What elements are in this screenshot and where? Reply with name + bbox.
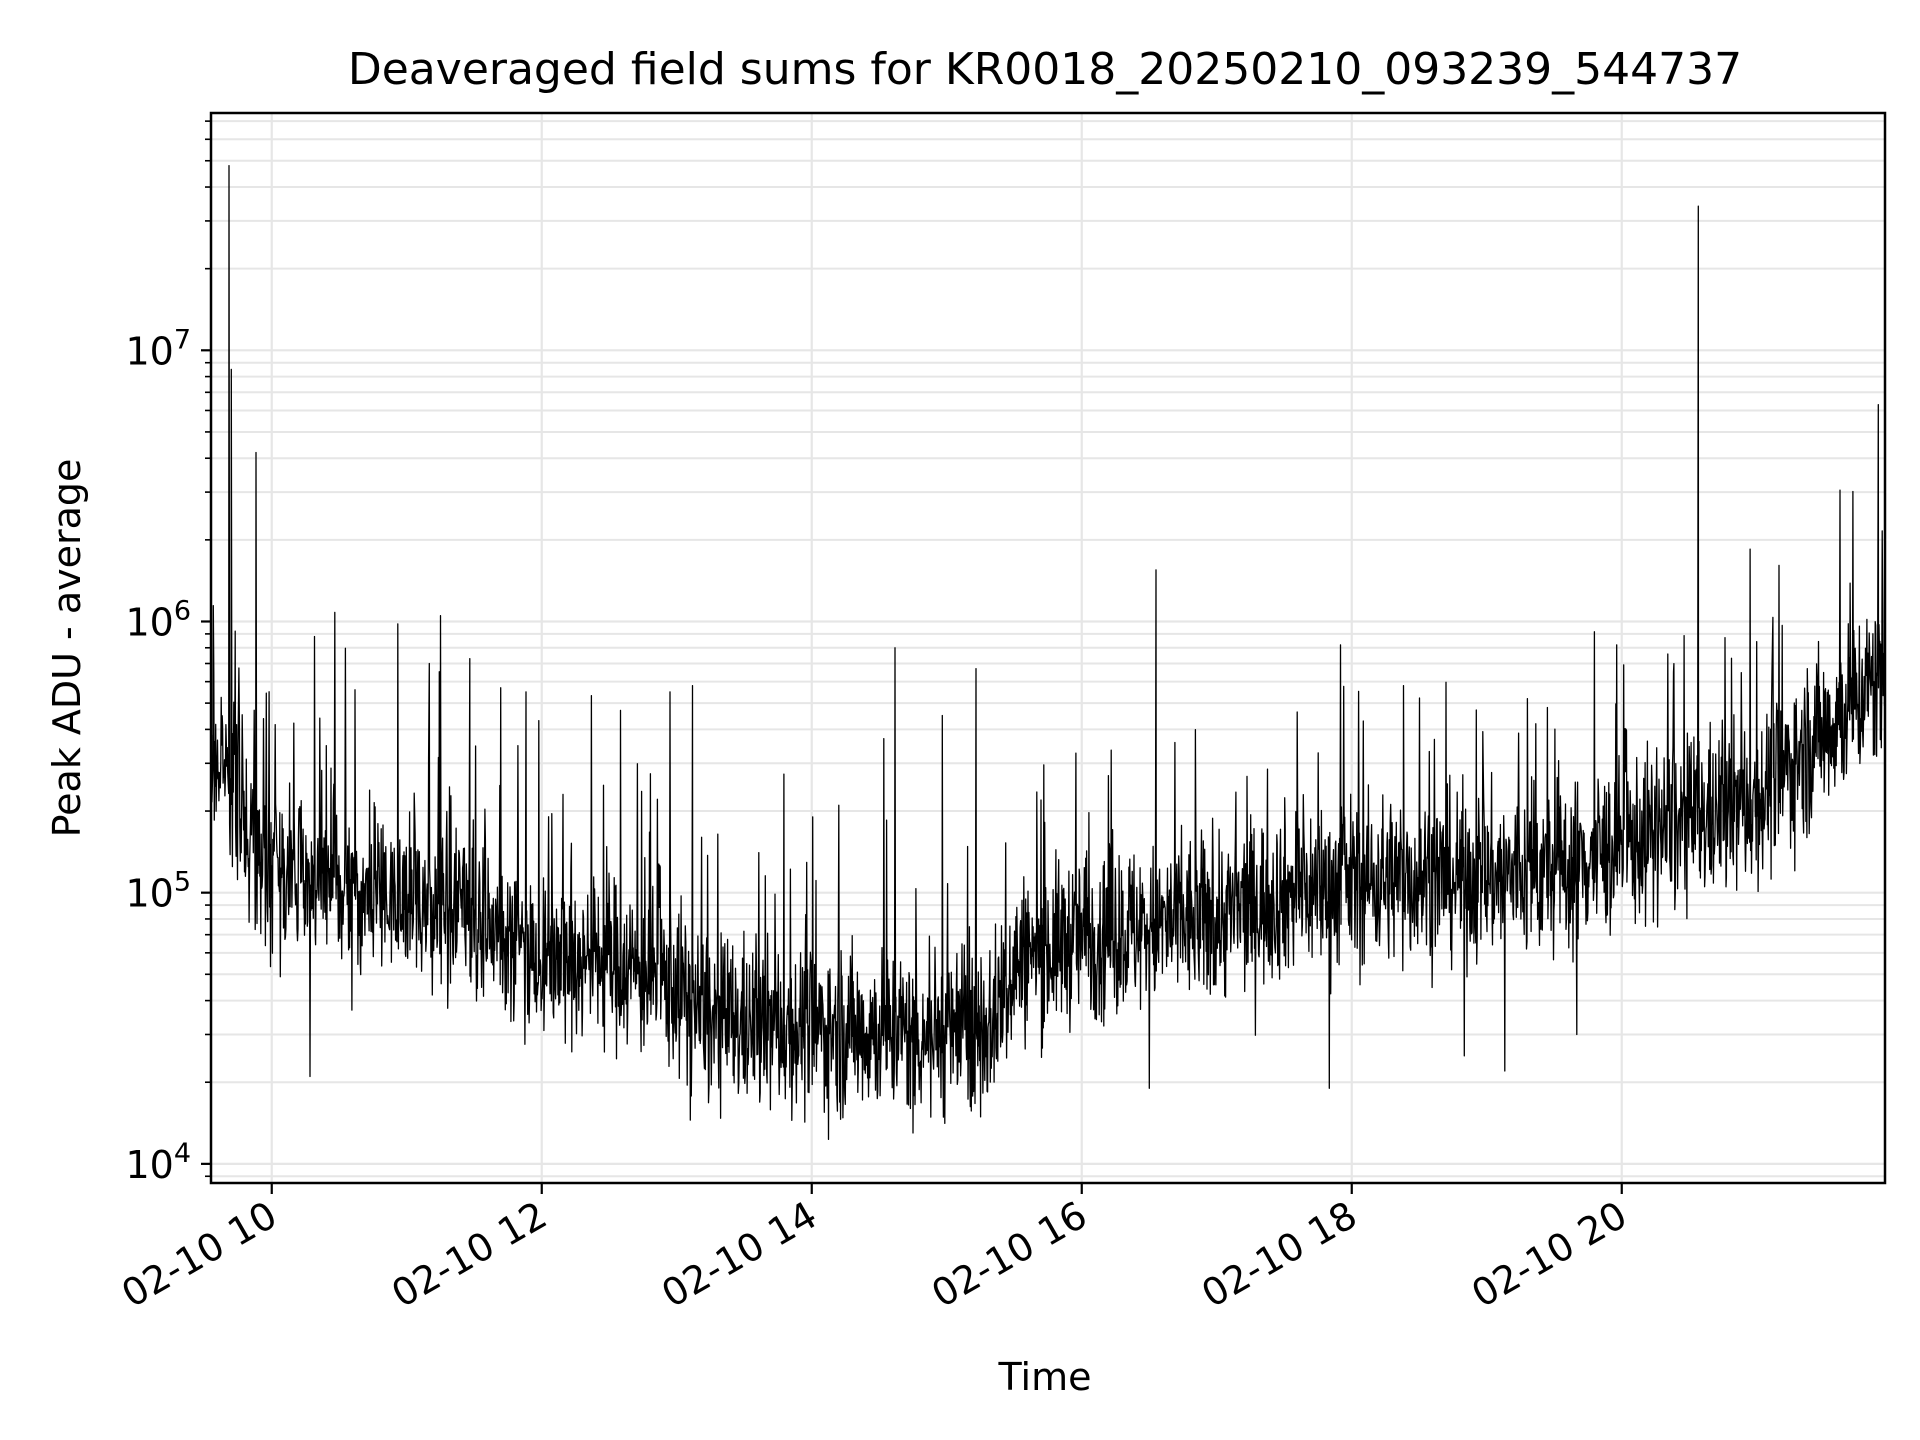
- y-tick-label: 106: [125, 595, 191, 644]
- data-series: [210, 164, 1886, 1141]
- y-tick-label: 104: [125, 1138, 191, 1187]
- chart-title: Deaveraged field sums for KR0018_2025021…: [348, 44, 1742, 95]
- x-axis-label: Time: [998, 1355, 1092, 1399]
- series-line: [210, 164, 1886, 1141]
- y-tick-label: 107: [125, 324, 191, 373]
- y-axis-label: Peak ADU - average: [45, 459, 89, 838]
- y-tick-label: 105: [125, 867, 191, 916]
